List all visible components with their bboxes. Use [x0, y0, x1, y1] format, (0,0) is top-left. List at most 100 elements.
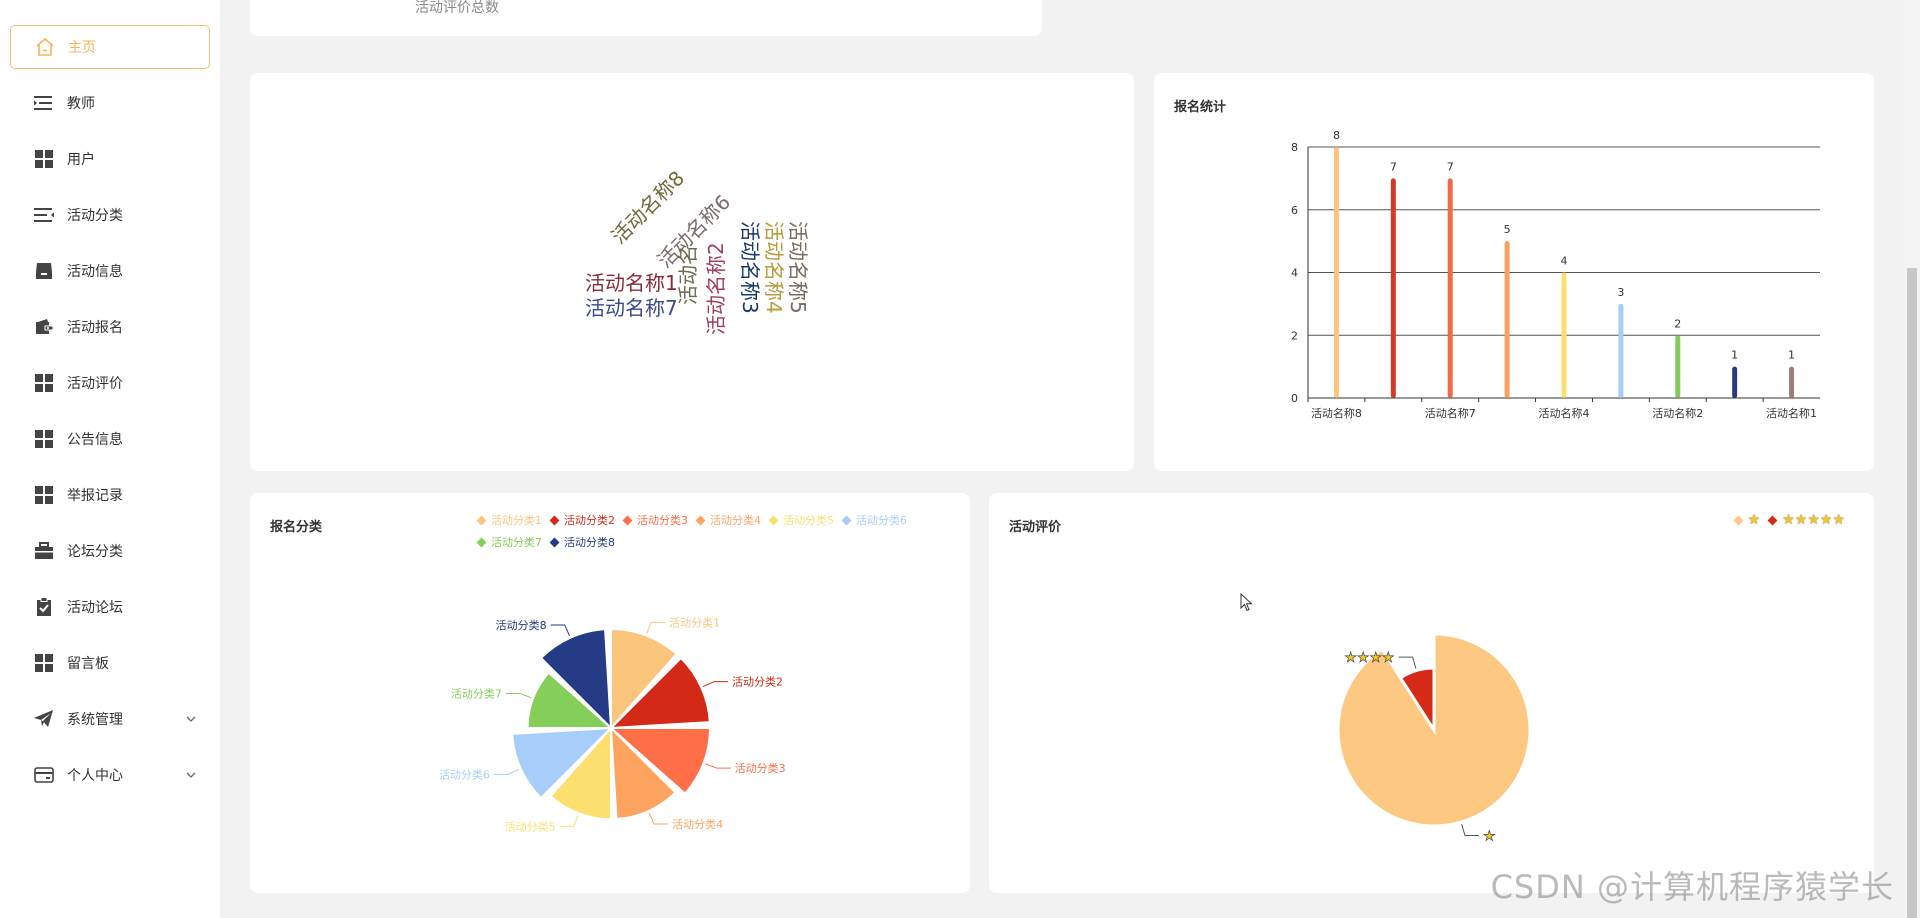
- bar-8: [1732, 366, 1738, 398]
- bar-6: [1618, 303, 1624, 398]
- bar-1: [1333, 147, 1339, 398]
- bar-3: [1447, 178, 1453, 398]
- scrollbar-thumb[interactable]: [1907, 268, 1917, 918]
- wordcloud-card: 活动名称8 活动名称6 活动名称1 活动名称7 活动名 活动名称2 活动名称3 活动名称4 活动…: [250, 73, 1134, 471]
- clipboard-check-icon: [33, 596, 55, 618]
- list-lines-icon: [33, 204, 55, 226]
- legend-item[interactable]: 活动分类2: [549, 509, 615, 531]
- grid-icon: [33, 372, 55, 394]
- wordcloud-word: 活动名: [676, 245, 700, 305]
- legend-label: 活动分类6: [856, 514, 907, 527]
- grid-icon: [33, 428, 55, 450]
- evaluation-pie-legend: ★ ★★★★★: [1733, 509, 1854, 531]
- pie-leader-line: [646, 621, 666, 634]
- legend-item[interactable]: 活动分类1: [476, 509, 542, 531]
- pie-slice-label: ★: [1483, 829, 1496, 845]
- sidebar-item-11[interactable]: 活动论坛: [10, 585, 210, 629]
- legend-item[interactable]: 活动分类5: [768, 509, 834, 531]
- pie-slice-6: [511, 727, 612, 800]
- sidebar-item-2[interactable]: 教师: [10, 81, 210, 125]
- sidebar-item-7[interactable]: 活动评价: [10, 361, 210, 405]
- legend-item[interactable]: 活动分类7: [476, 531, 542, 553]
- page-scrollbar[interactable]: [1904, 0, 1920, 918]
- sidebar-item-label: 活动论坛: [67, 600, 123, 616]
- pie-slice-label: 活动分类2: [732, 675, 783, 689]
- legend-label: ★: [1747, 512, 1761, 528]
- bar-y-tick-label: 4: [1291, 267, 1298, 280]
- bar-y-tick-label: 0: [1291, 392, 1298, 405]
- chevron-down-icon[interactable]: [184, 767, 198, 781]
- legend-item[interactable]: 活动分类8: [549, 531, 615, 553]
- category-pie-svg: 活动分类1 活动分类2 活动分类3 活动分类4 活动分类5 活动分类6 活动分类7 活动分类8: [439, 615, 786, 833]
- sidebar-item-8[interactable]: 公告信息: [10, 417, 210, 461]
- bar-chart-title: 报名统计: [1174, 100, 1227, 115]
- legend-item[interactable]: ★★★★★: [1767, 509, 1845, 531]
- bar-x-tick-label: 活动名称4: [1539, 406, 1590, 420]
- sidebar-item-label: 论坛分类: [67, 544, 123, 560]
- bar-7: [1675, 335, 1681, 398]
- pie-slice-label: 活动分类4: [672, 817, 723, 831]
- sidebar-item-14[interactable]: 个人中心: [10, 753, 210, 797]
- paper-plane-icon: [33, 708, 55, 730]
- sidebar-item-12[interactable]: 留言板: [10, 641, 210, 685]
- pie-slice-label: 活动分类1: [669, 615, 720, 629]
- bar-5: [1561, 272, 1567, 398]
- sidebar-item-13[interactable]: 系统管理: [10, 697, 210, 741]
- sidebar-item-label: 活动信息: [67, 264, 123, 280]
- pie-leader-line: [705, 763, 731, 769]
- sidebar-item-label: 系统管理: [67, 712, 123, 728]
- legend-label: 活动分类8: [564, 536, 615, 549]
- mouse-cursor-icon: [1240, 593, 1253, 612]
- legend-label: 活动分类5: [783, 514, 834, 527]
- sidebar-item-3[interactable]: 用户: [10, 137, 210, 181]
- sidebar-item-10[interactable]: 论坛分类: [10, 529, 210, 573]
- bar-y-tick-label: 6: [1291, 204, 1298, 217]
- sidebar-item-6[interactable]: 活动报名: [10, 305, 210, 349]
- pie-leader-line: [505, 692, 532, 699]
- wordcloud-word: 活动名称7: [585, 296, 678, 320]
- sidebar-item-1[interactable]: 主页: [10, 25, 210, 69]
- pie-slice-5: [549, 727, 612, 821]
- evaluation-pie-svg: ★★★★★: [1336, 632, 1532, 845]
- pie-slice-label: 活动分类7: [451, 686, 502, 700]
- sidebar-item-label: 留言板: [67, 656, 109, 672]
- bar-y-tick-label: 2: [1291, 329, 1298, 342]
- pie-slice-2: [1398, 666, 1436, 736]
- sidebar-item-label: 活动报名: [67, 320, 123, 336]
- pie-slice-label: 活动分类8: [496, 618, 547, 632]
- sidebar: 主页教师用户活动分类活动信息活动报名活动评价公告信息举报记录论坛分类活动论坛留言…: [0, 0, 220, 918]
- stat-card-evaluation-total: 活动评价总数: [250, 0, 1042, 36]
- bar-value-label: 8: [1333, 129, 1340, 142]
- bar-9: [1789, 366, 1795, 398]
- stat-card-subtitle: 活动评价总数: [415, 0, 499, 16]
- sidebar-item-label: 公告信息: [67, 432, 123, 448]
- watermark: CSDN @计算机程序猿学长: [1490, 868, 1894, 906]
- sidebar-item-5[interactable]: 活动信息: [10, 249, 210, 293]
- legend-label: 活动分类1: [491, 514, 542, 527]
- legend-item[interactable]: 活动分类4: [695, 509, 761, 531]
- legend-item[interactable]: ★: [1733, 509, 1761, 531]
- pie-slice-1: [610, 628, 678, 729]
- pie-leader-line: [559, 814, 579, 827]
- pie-slice-label: 活动分类5: [505, 819, 556, 833]
- legend-item[interactable]: 活动分类6: [841, 509, 907, 531]
- bar-value-label: 7: [1447, 160, 1454, 173]
- pie-slice-8: [539, 628, 612, 729]
- chevron-down-icon[interactable]: [184, 711, 198, 725]
- legend-label: 活动分类2: [564, 514, 615, 527]
- inbox-icon: [33, 260, 55, 282]
- wordcloud-word: 活动名称5: [786, 221, 810, 314]
- pie-slice-label: 活动分类6: [439, 767, 490, 781]
- sidebar-item-9[interactable]: 举报记录: [10, 473, 210, 517]
- sidebar-item-4[interactable]: 活动分类: [10, 193, 210, 237]
- pie-leader-line: [648, 812, 669, 825]
- evaluation-pie-card: 活动评价 ★ ★★★★★ ★ ★★★★: [989, 493, 1874, 893]
- briefcase-icon: [33, 540, 55, 562]
- legend-item[interactable]: 活动分类3: [622, 509, 688, 531]
- pie-slice-1: [1336, 632, 1532, 828]
- bar-x-tick-label: 活动名称1: [1766, 406, 1817, 420]
- bar-value-label: 1: [1731, 349, 1738, 362]
- pie-leader-line: [1461, 823, 1479, 837]
- bar-2: [1390, 178, 1396, 398]
